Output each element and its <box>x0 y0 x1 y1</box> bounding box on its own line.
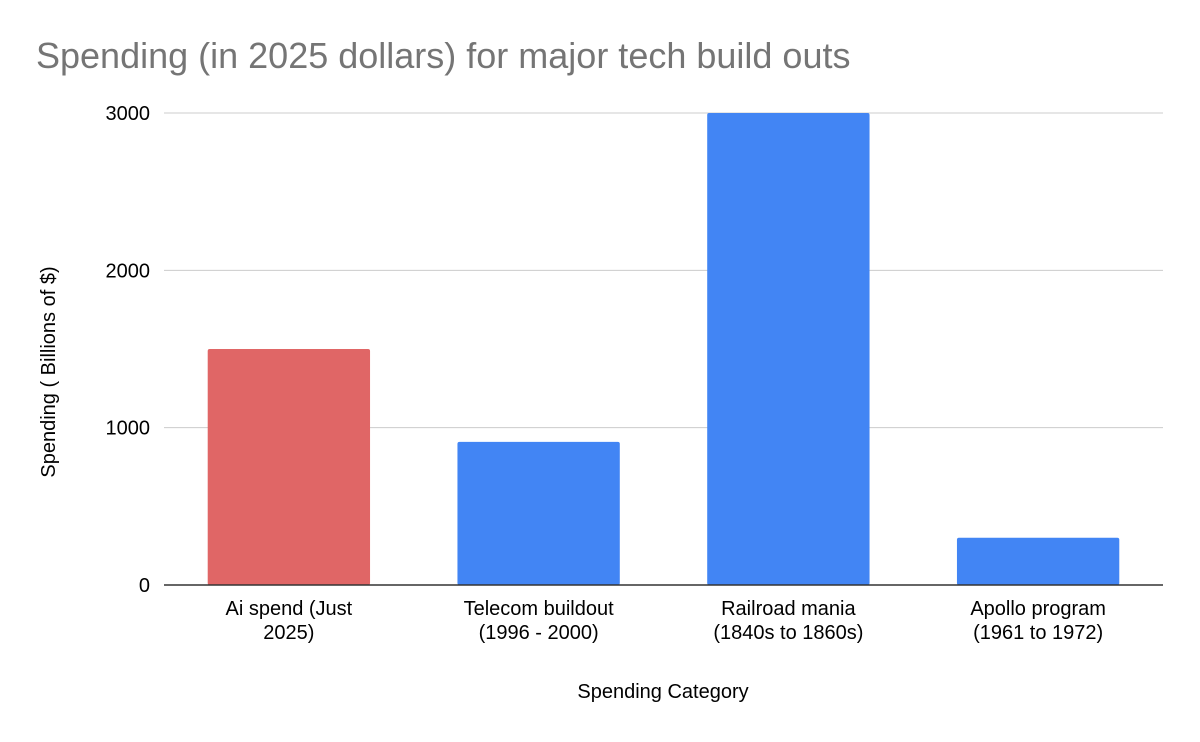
y-tick-label: 1000 <box>106 418 151 440</box>
x-axis-ticks: Ai spend (Just 2025) Telecom buildout (1996… <box>226 598 1106 644</box>
x-tick-label: Ai spend (Just 2025) <box>226 598 353 644</box>
x-tick-label: Railroad mania (1840s to 1860s) <box>713 598 863 644</box>
bar <box>207 349 371 585</box>
y-tick-label: 0 <box>139 575 150 597</box>
x-tick-label: Telecom buildout (1996 - 2000) <box>464 598 615 644</box>
bar <box>707 113 870 585</box>
x-tick-label: Apollo program (1961 to 1972) <box>970 598 1106 644</box>
y-tick-label: 2000 <box>106 260 151 282</box>
x-tick-label-line: 2025) <box>263 622 314 644</box>
bar <box>457 441 620 585</box>
y-axis-ticks: 0 1000 2000 3000 <box>106 103 151 597</box>
x-tick-label-line: (1996 - 2000) <box>479 622 599 644</box>
x-tick-label-line: (1840s to 1860s) <box>713 622 863 644</box>
x-tick-label-line: (1961 to 1972) <box>973 622 1103 644</box>
x-tick-label-line: Ai spend (Just <box>226 598 353 620</box>
bar <box>956 537 1120 585</box>
bars <box>207 113 1120 585</box>
y-tick-label: 3000 <box>106 103 151 125</box>
y-axis-title: Spending ( Billions of $) <box>38 266 60 477</box>
x-axis-title: Spending Category <box>577 681 748 703</box>
x-tick-label-line: Telecom buildout <box>464 598 615 620</box>
chart-title: Spending (in 2025 dollars) for major tec… <box>36 35 850 76</box>
x-tick-label-line: Railroad mania <box>721 598 856 620</box>
x-tick-label-line: Apollo program <box>970 598 1106 620</box>
